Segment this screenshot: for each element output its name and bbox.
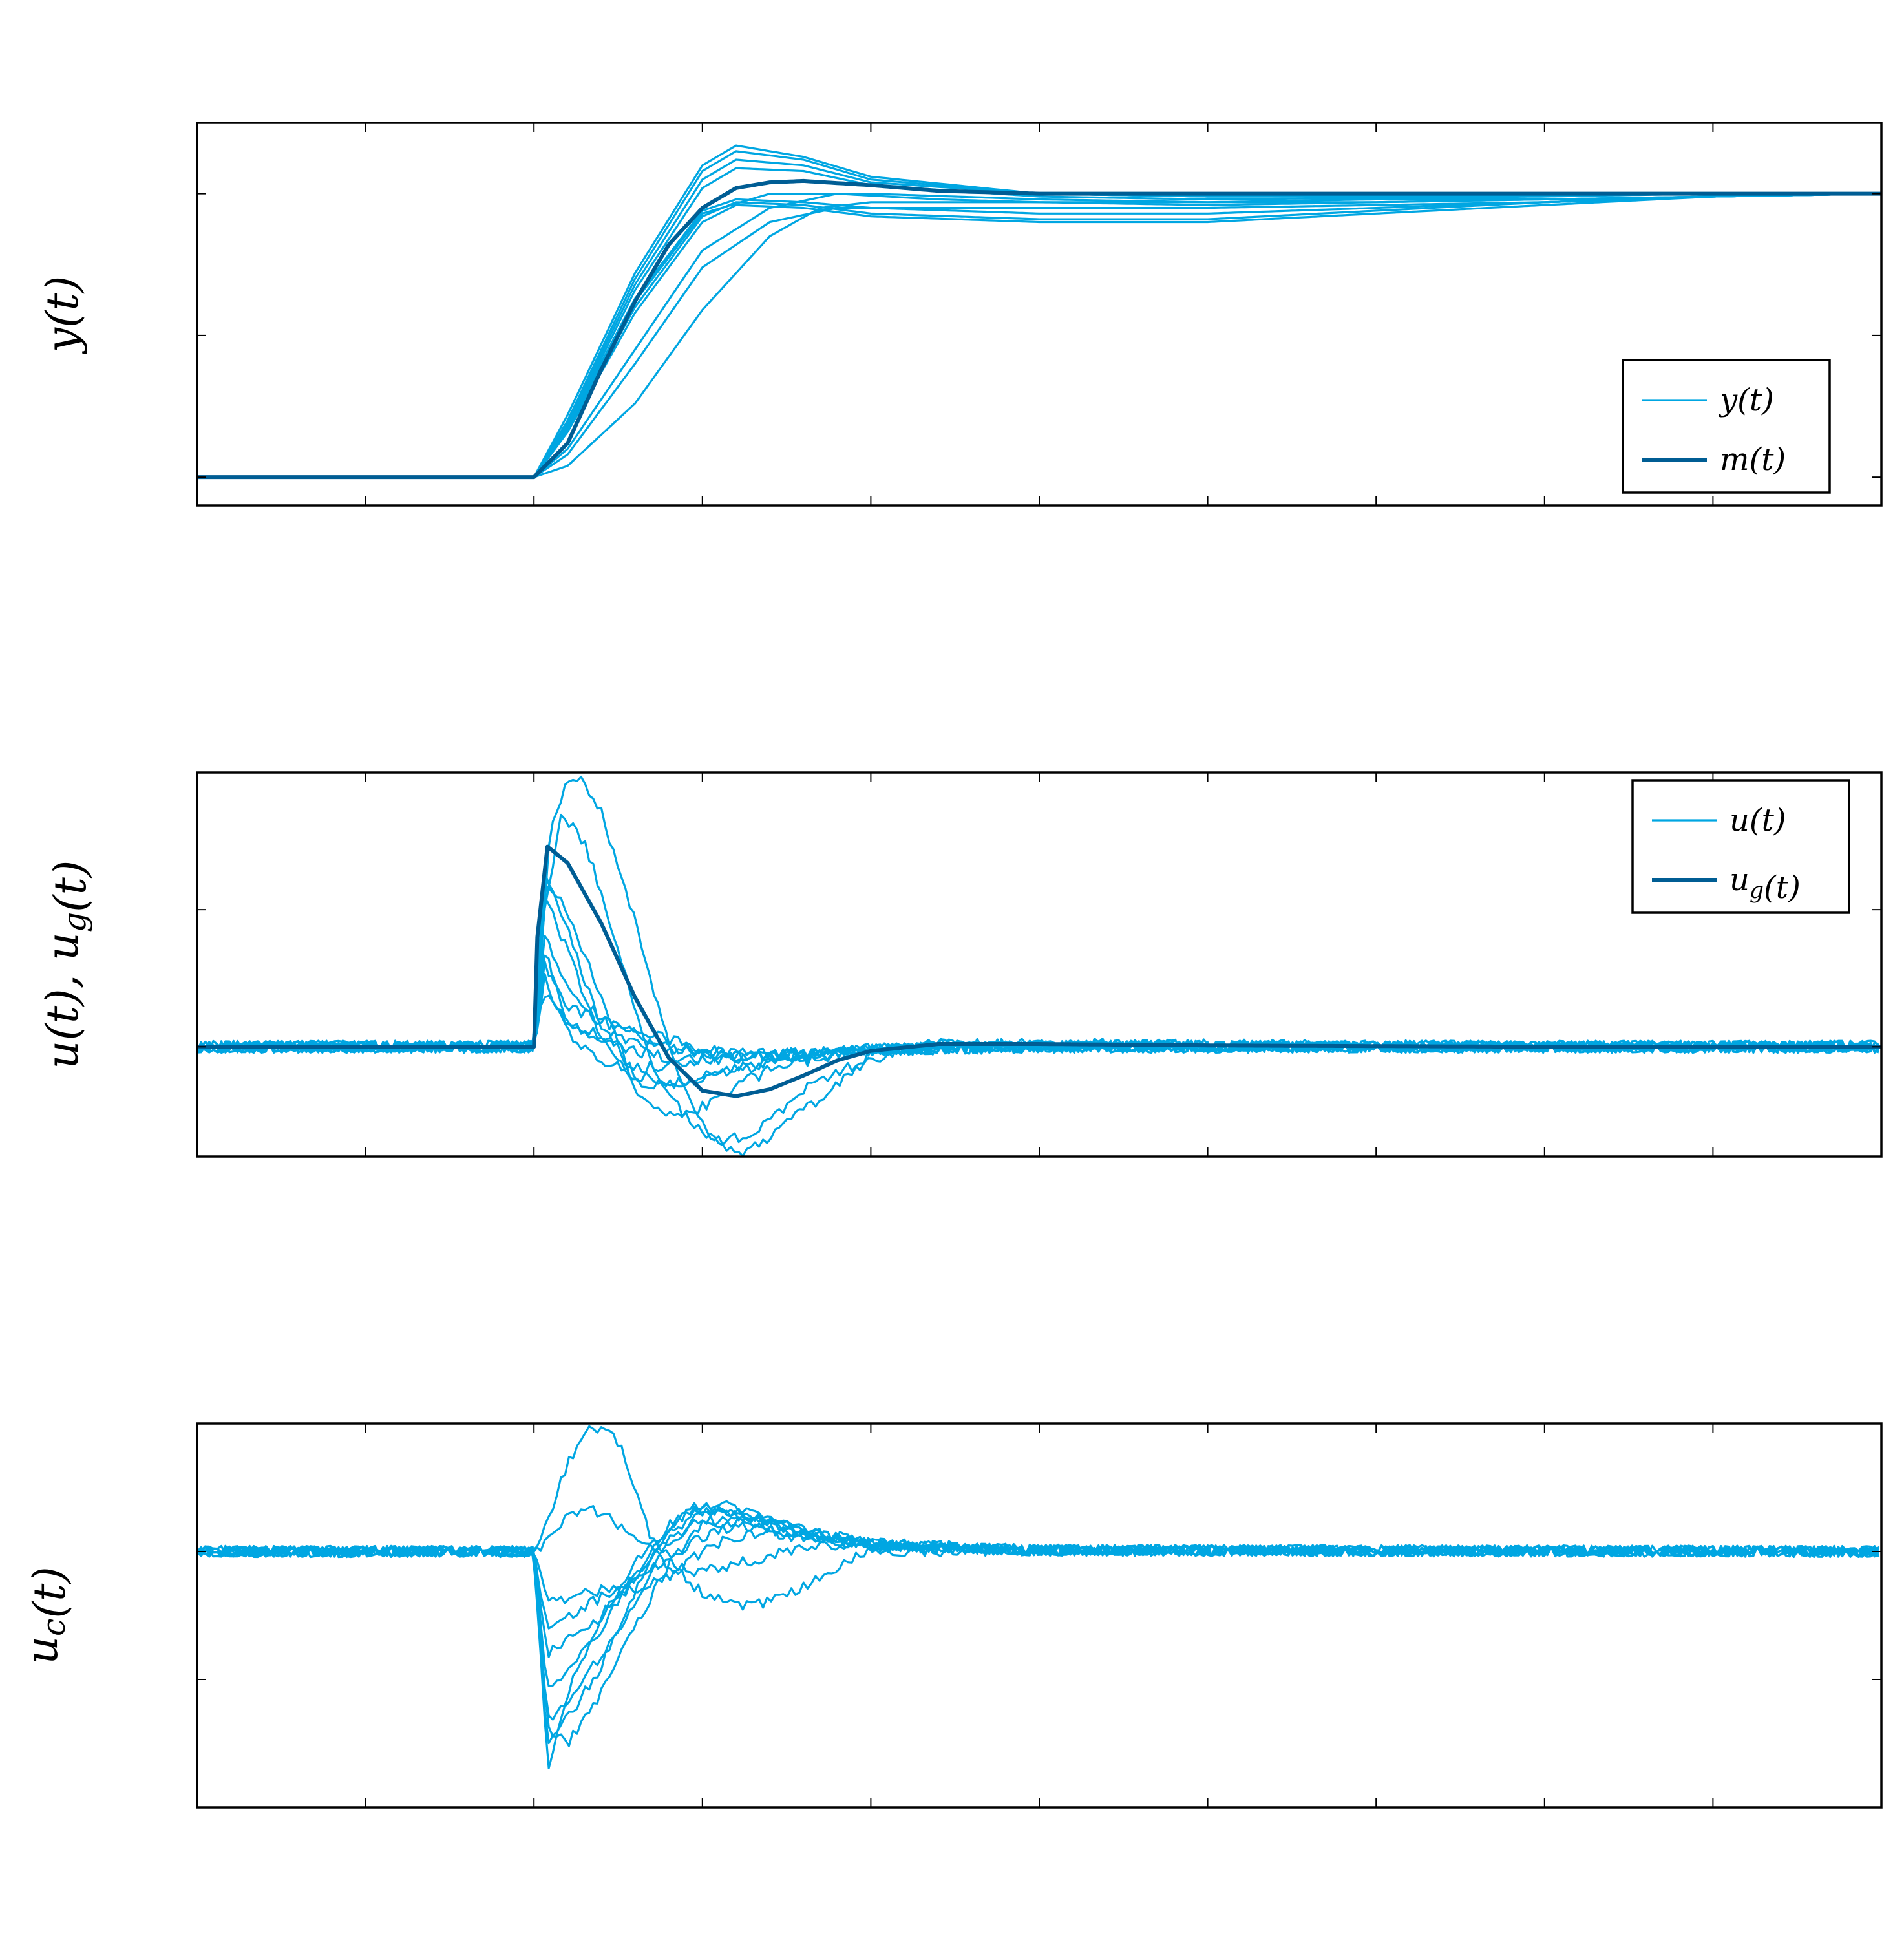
y-axis-label-group: y(t) <box>37 276 89 355</box>
series-u-t-trial-4 <box>197 895 1879 1090</box>
y-axis-label: uc(t) <box>17 1566 76 1665</box>
series-u-c-t-trial-4 <box>197 1506 1880 1745</box>
legend: u(t) ug(t) <box>1631 779 1850 914</box>
plot-frame <box>196 1422 1883 1809</box>
y-axis-label-group: uc(t) <box>17 1566 76 1665</box>
series-u-g-t- <box>197 844 1881 1098</box>
series-u-c-t-trial-5 <box>197 1508 1880 1721</box>
y-axis-label: y(t) <box>37 276 89 355</box>
series-u-c-t-trial-9 <box>197 1530 1879 1604</box>
legend-box <box>1631 779 1850 914</box>
legend-box <box>1622 359 1831 494</box>
series-u-t-trial-10 <box>197 870 1880 1090</box>
y-axis-label: u(t), ug(t) <box>37 860 96 1069</box>
panel-b: u(t), ug(t) u(t) ug(t) <box>37 771 1883 1158</box>
series-group <box>197 144 1881 480</box>
series-group <box>197 776 1881 1157</box>
series-u-c-t-trial-10 <box>197 1516 1880 1747</box>
series-u-c-t-trial-6 <box>197 1500 1879 1687</box>
y-axis-label-group: u(t), ug(t) <box>37 860 96 1069</box>
plot-frame <box>196 771 1883 1158</box>
panel-a: y(t) y(t) m(t) <box>37 122 1883 507</box>
series-u-t-trial-3 <box>197 882 1879 1118</box>
legend: y(t) m(t) <box>1622 359 1831 494</box>
series-u-c-t-trial-3 <box>197 1502 1879 1769</box>
series-u-c-t-trial-8 <box>197 1521 1879 1630</box>
series-m-t- <box>197 178 1881 480</box>
legend-label: ug(t) <box>1729 862 1801 906</box>
legend-label: u(t) <box>1729 802 1786 838</box>
legend-label: m(t) <box>1720 442 1786 478</box>
series-u-c-t-trial-2 <box>197 1505 1880 1611</box>
series-u-t-trial-2 <box>197 813 1880 1146</box>
series-u-c-t-trial-7 <box>197 1514 1879 1658</box>
series-u-t-trial-7 <box>197 973 1880 1074</box>
series-group <box>197 1425 1880 1769</box>
series-u-t-trial-1 <box>197 776 1879 1157</box>
panel-c: uc(t) <box>17 1422 1883 1809</box>
legend-label: y(t) <box>1719 382 1774 418</box>
